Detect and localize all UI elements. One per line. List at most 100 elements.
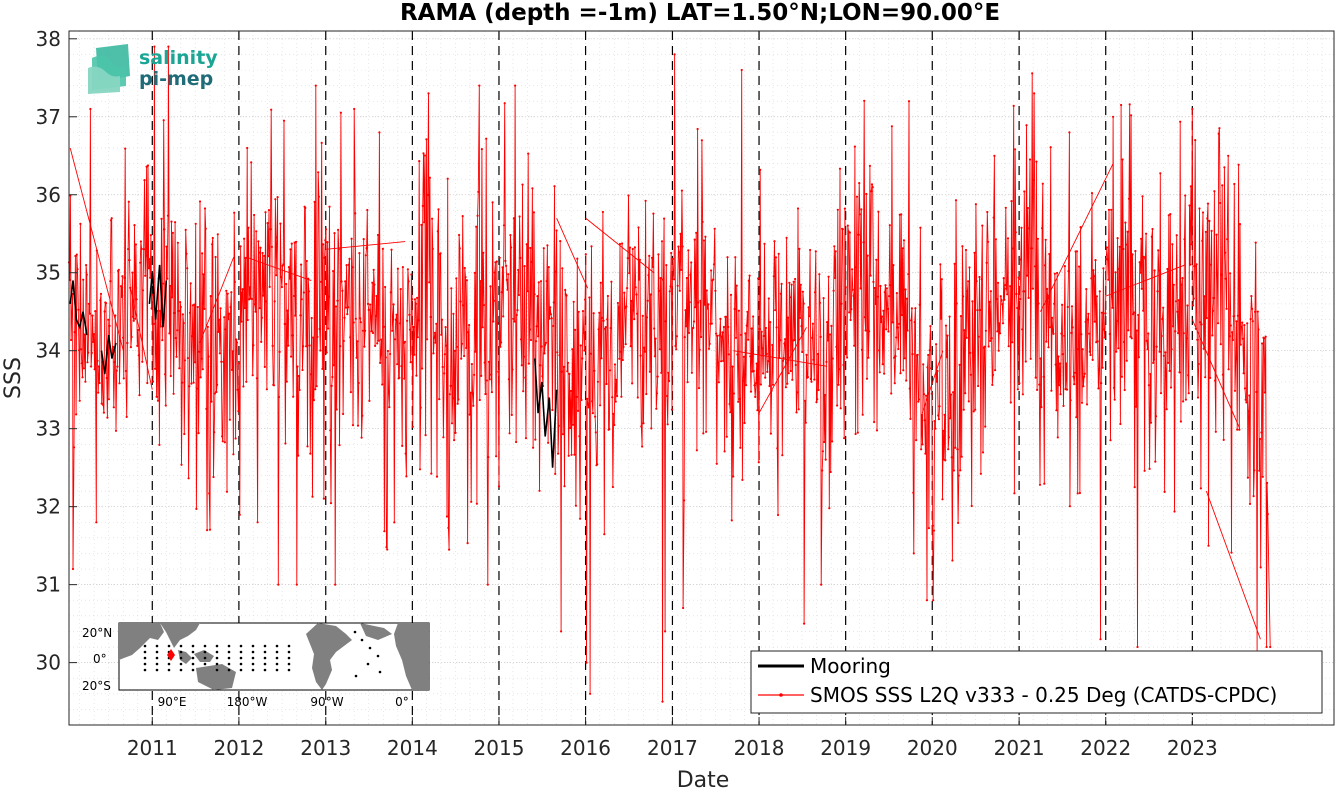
series-smos-point (1209, 376, 1212, 379)
series-smos-point (510, 413, 513, 416)
series-smos-point (1003, 298, 1006, 301)
series-smos-point (405, 475, 408, 478)
series-smos-point (83, 333, 86, 336)
series-smos-point (1014, 231, 1017, 234)
inset-map-land (119, 623, 429, 690)
series-smos-point (85, 273, 88, 276)
inset-mooring-dot (155, 668, 159, 672)
series-smos-point (860, 208, 863, 211)
series-smos-point (871, 186, 874, 189)
series-smos-point (643, 350, 647, 353)
series-smos-point (1127, 197, 1131, 200)
series-smos-point (317, 195, 320, 198)
series-smos-point (944, 459, 947, 462)
series-smos-point (575, 395, 578, 398)
series-smos-point (684, 309, 687, 312)
series-smos-point (512, 317, 515, 320)
series-smos-gap-connector (758, 327, 807, 414)
series-smos-point (416, 336, 419, 339)
series-smos-point (606, 318, 609, 321)
series-smos-point (193, 303, 196, 306)
series-smos-point (854, 432, 857, 436)
series-smos-point (1235, 320, 1238, 323)
series-smos-point (1219, 201, 1222, 205)
series-smos-point (476, 214, 479, 217)
series-smos-point (277, 583, 280, 586)
series-smos-point (1224, 251, 1227, 254)
y-tick-label: 31 (36, 573, 61, 597)
series-smos-point (1241, 321, 1244, 324)
series-smos-point (799, 283, 802, 286)
series-smos-point (413, 353, 416, 356)
series-smos-point (1082, 385, 1085, 388)
series-smos-point (428, 281, 431, 284)
series-smos-point (1194, 139, 1197, 142)
series-smos-point (693, 238, 696, 241)
series-smos-point (1132, 311, 1136, 314)
series-smos-point (1037, 302, 1040, 305)
series-smos-point (213, 431, 216, 434)
series-smos-point (496, 322, 499, 325)
series-smos-point (525, 243, 528, 246)
series-smos-point (1026, 206, 1029, 210)
series-smos-point (400, 365, 403, 368)
series-smos-point (261, 251, 264, 255)
series-smos-point (796, 207, 800, 210)
series-smos-point (901, 247, 904, 250)
series-smos-point (1050, 389, 1053, 392)
series-smos-point (925, 599, 929, 602)
series-smos-point (256, 521, 259, 524)
series-smos-point (685, 276, 689, 280)
series-smos-gap-connector (1105, 264, 1186, 297)
series-smos-point (767, 297, 770, 300)
series-smos-point (481, 326, 484, 329)
series-smos-point (544, 343, 547, 346)
series-smos-point (570, 453, 573, 456)
series-smos-point (1190, 243, 1193, 246)
series-smos-point (539, 364, 542, 367)
series-smos-point (1108, 332, 1111, 336)
series-smos-point (468, 324, 471, 327)
series-smos-point (1138, 261, 1141, 264)
series-smos-point (537, 281, 540, 284)
series-smos-point (1252, 495, 1255, 498)
series-smos-point (228, 312, 231, 315)
series-smos-point (127, 248, 130, 251)
series-smos-point (411, 298, 414, 301)
series-smos-point (927, 527, 931, 530)
series-smos-point (602, 319, 605, 322)
series-smos-point (263, 254, 266, 257)
series-smos-point (232, 453, 235, 456)
series-smos-point (112, 345, 115, 348)
series-smos-point (700, 335, 703, 339)
inset-mooring-dot (227, 644, 231, 648)
series-smos-point (497, 485, 501, 488)
series-smos-point (504, 259, 507, 262)
series-smos-point (555, 229, 558, 232)
series-smos-point (1253, 310, 1257, 313)
series-smos-point (223, 316, 226, 319)
series-smos-point (114, 429, 118, 432)
series-smos-point (948, 315, 951, 318)
series-smos-point (588, 296, 591, 299)
series-smos-point (1004, 206, 1007, 209)
series-smos-point (435, 322, 438, 325)
series-smos-point (1191, 107, 1194, 111)
series-smos-point (251, 374, 254, 377)
series-smos-point (353, 107, 356, 111)
series-smos-point (764, 326, 768, 330)
series-smos-point (323, 256, 326, 259)
series-smos-point (975, 280, 978, 283)
series-smos-point (937, 418, 941, 421)
series-smos-point (84, 380, 87, 383)
series-smos-point (473, 373, 476, 376)
series-smos-point (361, 414, 364, 417)
series-smos-point (1136, 645, 1139, 649)
series-smos-point (1123, 388, 1126, 392)
series-smos-point (732, 392, 736, 395)
series-smos-point (1152, 361, 1155, 364)
series-smos-point (623, 291, 626, 294)
series-smos-point (876, 295, 879, 298)
series-smos-point (747, 279, 750, 282)
series-smos-point (571, 423, 575, 426)
